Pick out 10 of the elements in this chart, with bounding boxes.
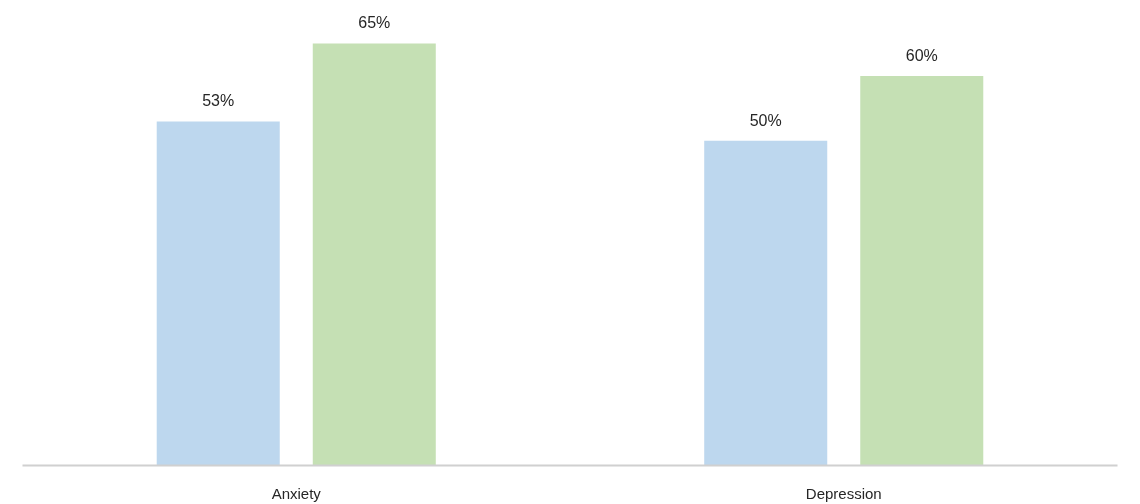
x-tick-label: Anxiety (271, 484, 322, 502)
bar (156, 121, 280, 466)
bar (860, 75, 984, 466)
data-label: 65% (358, 14, 391, 32)
data-label: 50% (749, 111, 782, 129)
bar (704, 140, 828, 466)
x-tick-label: Depression (805, 484, 882, 502)
data-label: 60% (905, 46, 938, 64)
data-label: 53% (202, 92, 235, 110)
bar (312, 43, 436, 466)
